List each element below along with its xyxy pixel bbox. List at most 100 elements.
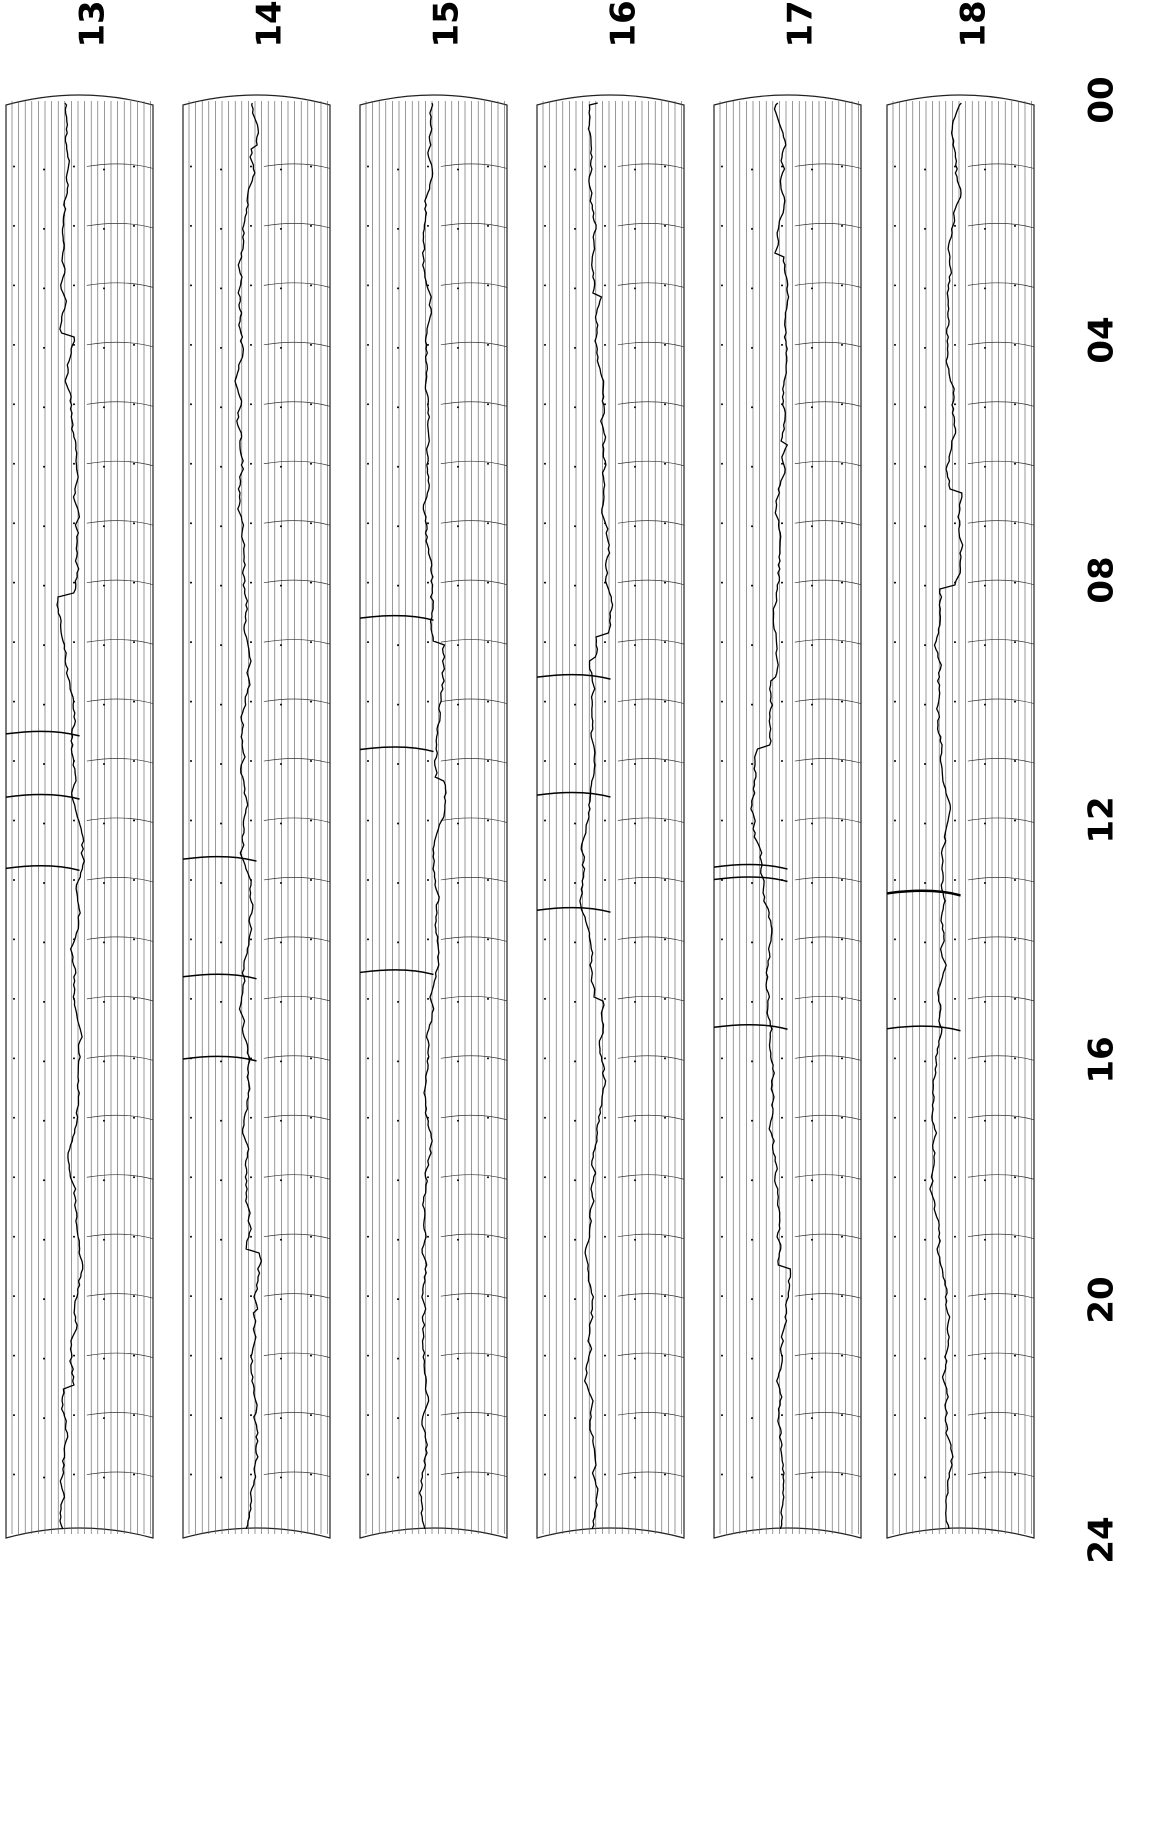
hour-dot	[634, 763, 636, 766]
hour-dot	[250, 1295, 252, 1298]
hour-dot	[811, 1476, 813, 1479]
hour-arc	[440, 995, 508, 1002]
hour-dot	[457, 703, 459, 706]
hour-arc	[967, 1055, 1035, 1061]
hour-dot	[604, 1057, 606, 1060]
hour-dot	[133, 284, 135, 287]
hour-dot	[427, 1473, 429, 1476]
hour-dot	[924, 644, 926, 647]
hour-dot	[604, 284, 606, 287]
hour-dot	[457, 287, 459, 290]
hour-dot	[574, 644, 576, 647]
hour-dot	[220, 584, 222, 587]
hour-dot	[924, 822, 926, 825]
hour-dot	[487, 462, 489, 465]
hour-dot	[397, 1476, 399, 1479]
hour-arc	[617, 936, 685, 942]
hour-arc	[86, 401, 154, 407]
hour-arc	[967, 163, 1035, 169]
hour-dot	[103, 1298, 105, 1301]
hour-dot	[664, 1295, 666, 1298]
hour-dot	[1014, 1235, 1016, 1238]
hour-dot	[781, 1057, 783, 1060]
hour-dot	[751, 1417, 753, 1420]
hour-dot	[721, 760, 723, 763]
hour-dot	[43, 1238, 45, 1241]
hour-dot	[894, 1414, 896, 1417]
hour-dot	[280, 644, 282, 647]
hour-dot	[604, 1116, 606, 1119]
hour-dot	[487, 403, 489, 406]
hour-dot	[43, 346, 45, 349]
hour-dot	[457, 1119, 459, 1122]
hour-dot	[250, 343, 252, 346]
hour-dot	[664, 1414, 666, 1417]
hour-arc	[263, 817, 331, 823]
hour-dot	[487, 343, 489, 346]
hour-arc	[440, 877, 508, 883]
hour-dot	[924, 941, 926, 944]
hour-dot	[634, 346, 636, 349]
hour-dot	[544, 819, 546, 822]
hour-arc	[86, 282, 154, 288]
hour-dot	[544, 938, 546, 941]
burst	[886, 889, 961, 896]
hour-dot	[781, 1235, 783, 1238]
hour-dot	[954, 462, 956, 465]
hour-dot	[457, 644, 459, 647]
hour-dot	[73, 462, 75, 465]
hour-dot	[894, 878, 896, 881]
hour-dot	[103, 1476, 105, 1479]
hour-arc	[440, 460, 508, 467]
hour-dot	[954, 343, 956, 346]
hour-arc	[263, 698, 331, 704]
hour-dot	[544, 462, 546, 465]
hour-dot	[984, 287, 986, 290]
hour-dot	[924, 1476, 926, 1479]
hour-dot	[13, 1057, 15, 1060]
hour-dot	[924, 763, 926, 766]
hour-dot	[664, 1116, 666, 1119]
hour-dot	[457, 1000, 459, 1003]
hour-dot	[397, 1060, 399, 1063]
hour-dot	[634, 1357, 636, 1360]
hour-dot	[43, 881, 45, 884]
hour-dot	[103, 406, 105, 409]
hour-dot	[984, 763, 986, 766]
hour-dot	[841, 997, 843, 1000]
hour-dot	[1014, 1414, 1016, 1417]
trace	[56, 102, 85, 1530]
hour-dot	[397, 703, 399, 706]
hour-arc	[967, 520, 1035, 526]
hour-dot	[427, 165, 429, 168]
hour-dot	[427, 878, 429, 881]
hour-dot	[664, 284, 666, 287]
hour-dot	[133, 165, 135, 168]
hour-dot	[894, 522, 896, 525]
hour-dot	[954, 878, 956, 881]
hour-arc	[86, 460, 154, 467]
hour-arc	[86, 341, 154, 348]
hour-dot	[894, 1176, 896, 1179]
hour-dot	[250, 403, 252, 406]
hour-arc	[794, 1174, 862, 1180]
hour-dot	[894, 224, 896, 227]
hour-arc	[794, 579, 862, 586]
burst	[886, 890, 961, 897]
hour-dot	[487, 997, 489, 1000]
hour-dot	[103, 822, 105, 825]
hour-dot	[604, 878, 606, 881]
hour-dot	[634, 465, 636, 468]
hour-dot	[634, 406, 636, 409]
hour-arc	[794, 222, 862, 229]
hour-dot	[721, 1057, 723, 1060]
hour-arc	[86, 1412, 154, 1418]
hour-arc	[86, 1114, 154, 1121]
hour-dot	[73, 165, 75, 168]
hour-dot	[574, 1357, 576, 1360]
hour-dot	[1014, 1116, 1016, 1119]
hour-dot	[664, 760, 666, 763]
hour-dot	[13, 819, 15, 822]
hour-dot	[544, 165, 546, 168]
hour-dot	[220, 1238, 222, 1241]
